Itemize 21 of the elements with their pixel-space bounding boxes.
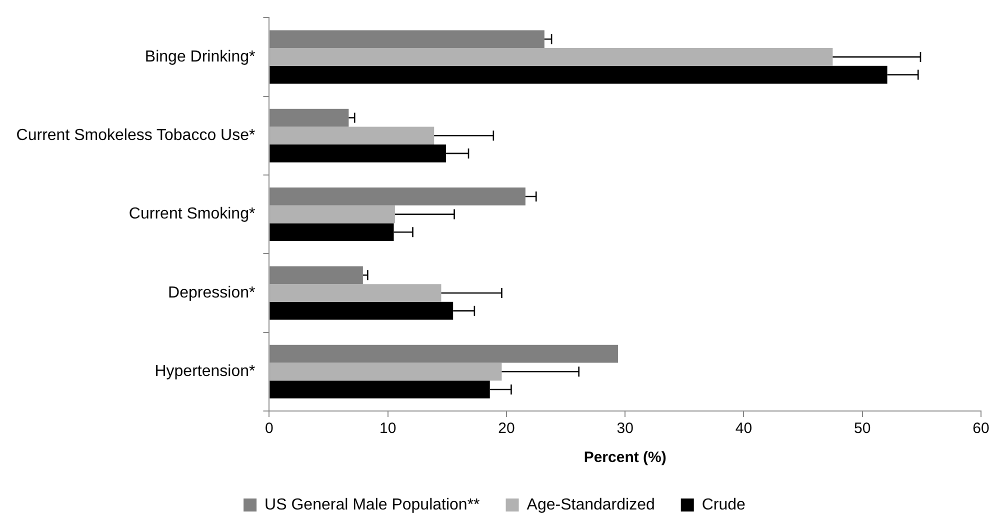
x-tick-label: 20 [498, 420, 515, 438]
bar [270, 362, 502, 381]
y-tick-label: Binge Drinking* [144, 48, 256, 66]
legend-label: Crude [702, 496, 746, 514]
legend-label: Age-Standardized [526, 496, 655, 514]
bar [270, 284, 442, 302]
x-tick-label: 10 [380, 420, 396, 438]
x-tick-label: 0 [265, 420, 274, 438]
y-tick-label: Hypertension* [154, 363, 256, 380]
y-tick-label: Depression* [168, 284, 256, 302]
bar [270, 48, 833, 66]
legend-label: US General Male Population** [264, 496, 480, 514]
bar [270, 126, 434, 145]
x-tick-label: 30 [616, 420, 634, 438]
y-tick-label: Current Smoking* [128, 206, 256, 223]
x-axis-title: Percent (%) [584, 449, 666, 466]
x-tick-label: 40 [735, 420, 752, 438]
bar [270, 205, 395, 224]
x-tick-label: 50 [854, 420, 871, 438]
y-tick-label: Current Smokeless Tobacco Use* [16, 127, 256, 144]
x-tick-label: 60 [972, 420, 990, 438]
